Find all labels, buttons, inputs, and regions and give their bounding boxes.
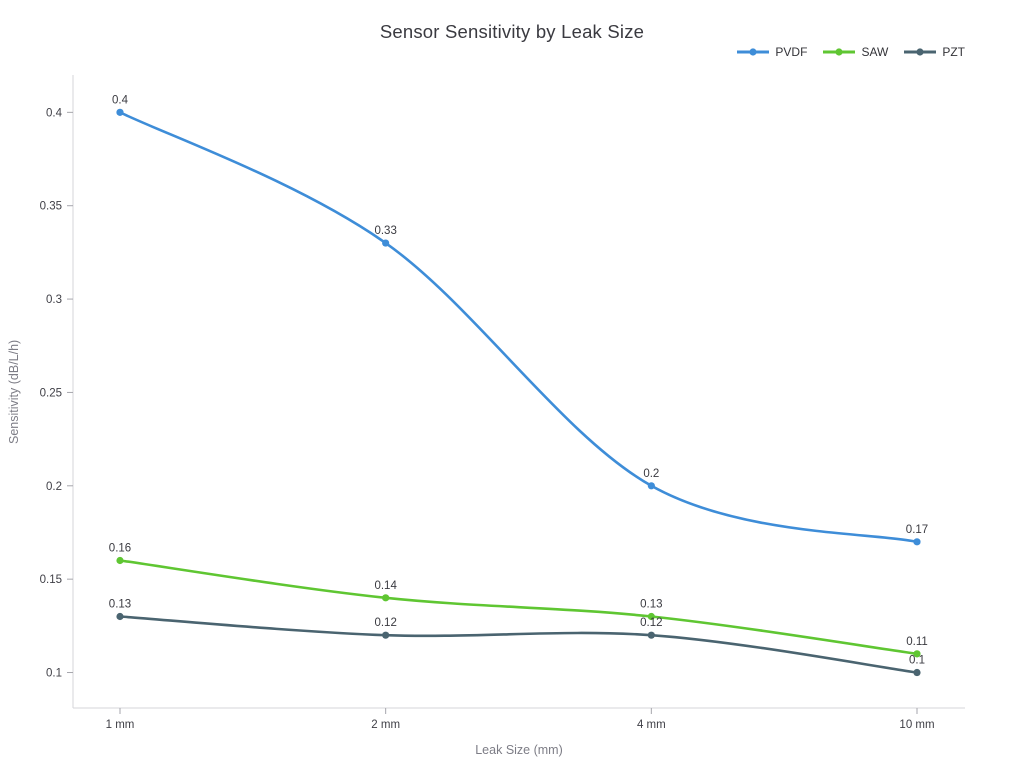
chart-title: Sensor Sensitivity by Leak Size bbox=[379, 21, 645, 42]
series-line-pvdf bbox=[118, 111, 919, 544]
point-label-pvdf: 0.17 bbox=[906, 524, 928, 536]
line-marker-icon bbox=[823, 48, 856, 56]
x-tick-label: 2 mm bbox=[371, 719, 400, 731]
point-label-saw: 0.13 bbox=[640, 599, 662, 611]
data-point-pzt bbox=[382, 631, 390, 639]
series-line-saw bbox=[118, 559, 919, 656]
y-tick-label: 0.4 bbox=[46, 107, 63, 119]
y-tick-label: 0.15 bbox=[40, 574, 62, 586]
x-axis-title: Leak Size (mm) bbox=[475, 743, 563, 757]
y-tick-label: 0.1 bbox=[46, 668, 62, 680]
point-label-pzt: 0.12 bbox=[374, 617, 396, 629]
legend-item-saw[interactable]: SAW bbox=[822, 45, 888, 59]
y-axis-title: Sensitivity (dB/L/h) bbox=[7, 339, 21, 444]
data-point-pvdf bbox=[116, 108, 124, 116]
legend-label-saw: SAW bbox=[861, 45, 889, 59]
point-label-pzt: 0.1 bbox=[909, 655, 925, 667]
point-label-pzt: 0.12 bbox=[640, 617, 662, 629]
series-line-pzt bbox=[118, 615, 919, 674]
data-point-pvdf bbox=[382, 239, 390, 247]
point-label-pvdf: 0.4 bbox=[112, 94, 129, 106]
data-point-pzt bbox=[116, 612, 124, 621]
y-tick-label: 0.35 bbox=[40, 201, 62, 213]
legend-label-pzt: PZT bbox=[942, 45, 965, 59]
x-tick-label: 10 mm bbox=[899, 719, 934, 731]
data-point-saw bbox=[116, 556, 124, 565]
legend-item-pzt[interactable]: PZT bbox=[903, 45, 965, 59]
y-tick-label: 0.2 bbox=[46, 481, 62, 493]
y-tick-label: 0.3 bbox=[46, 294, 62, 306]
point-label-saw: 0.14 bbox=[374, 580, 397, 592]
point-label-pvdf: 0.33 bbox=[374, 225, 396, 237]
legend-item-pvdf[interactable]: PVDF bbox=[736, 45, 807, 59]
data-point-pvdf bbox=[647, 482, 655, 490]
point-label-pvdf: 0.2 bbox=[643, 468, 659, 480]
data-point-saw bbox=[913, 650, 921, 658]
point-label-pzt: 0.13 bbox=[109, 599, 131, 611]
line-marker-icon bbox=[904, 48, 937, 56]
point-label-saw: 0.16 bbox=[109, 542, 131, 554]
line-marker-icon bbox=[737, 48, 770, 56]
y-tick-label: 0.25 bbox=[40, 387, 62, 399]
legend: PVDF SAW PZT bbox=[736, 45, 965, 59]
data-point-saw bbox=[382, 594, 390, 602]
data-point-pzt bbox=[913, 668, 921, 677]
data-point-pvdf bbox=[913, 538, 921, 546]
legend-label-pvdf: PVDF bbox=[775, 45, 808, 59]
data-point-pzt bbox=[647, 631, 655, 639]
data-point-saw bbox=[647, 612, 655, 621]
x-tick-label: 1 mm bbox=[106, 719, 135, 731]
x-tick-label: 4 mm bbox=[637, 719, 666, 731]
point-label-saw: 0.11 bbox=[906, 636, 928, 648]
